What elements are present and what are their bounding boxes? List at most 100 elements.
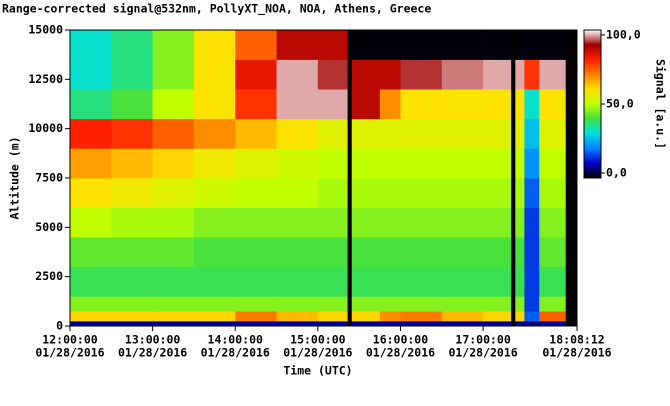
heatmap-cell (347, 148, 353, 179)
x-tick-label: 15:00:00 (290, 333, 345, 347)
x-tick-label: 14:00:00 (208, 333, 263, 347)
heatmap-cell (511, 148, 516, 179)
heatmap-cell (347, 237, 353, 268)
heatmap-cell (483, 321, 512, 327)
heatmap-cell (441, 266, 484, 297)
heatmap-cell (400, 207, 443, 238)
heatmap-cell (400, 266, 443, 297)
heatmap-cell (235, 207, 277, 238)
heatmap-cell (70, 89, 112, 120)
heatmap-cell (565, 296, 578, 312)
heatmap-cell (347, 178, 353, 208)
heatmap-cell (193, 311, 236, 322)
heatmap-cell (111, 266, 153, 297)
heatmap-cell (347, 311, 353, 322)
heatmap-cell (483, 207, 512, 238)
heatmap-cell (317, 296, 348, 312)
heatmap-cell (524, 59, 540, 90)
heatmap-cell (193, 237, 236, 268)
heatmap-cell (511, 89, 516, 120)
heatmap-cell (400, 59, 443, 90)
heatmap-cell (400, 311, 443, 322)
heatmap-cell (193, 118, 236, 149)
heatmap-cell (111, 311, 153, 322)
heatmap-cell (379, 118, 401, 149)
heatmap-cell (351, 266, 381, 297)
heatmap-cell (511, 311, 516, 322)
heatmap-cell (70, 59, 112, 90)
heatmap-cell (193, 89, 236, 120)
heatmap-cell (379, 207, 401, 238)
heatmap-cell (539, 178, 567, 208)
heatmap-cell (524, 148, 540, 179)
heatmap-cell (317, 178, 348, 208)
heatmap-cell (565, 89, 578, 120)
heatmap-cell (317, 237, 348, 268)
heatmap-cell (70, 321, 112, 327)
heatmap-cell (511, 118, 516, 149)
heatmap-cell (347, 296, 353, 312)
heatmap-cell (152, 118, 195, 149)
heatmap-cell (483, 59, 512, 90)
heatmap-cell (483, 148, 512, 179)
heatmap-cell (152, 178, 195, 208)
y-tick-label: 7500 (35, 171, 63, 185)
heatmap-cell (70, 207, 112, 238)
heatmap-cell (565, 237, 578, 268)
heatmap-cell (539, 118, 567, 149)
heatmap-cell (317, 89, 348, 120)
heatmap-cell (152, 89, 195, 120)
heatmap-cell (70, 311, 112, 322)
heatmap-cell (483, 311, 512, 322)
heatmap-cell (441, 118, 484, 149)
heatmap-cell (400, 30, 443, 60)
heatmap-cell (235, 59, 277, 90)
heatmap-cell (379, 266, 401, 297)
heatmap-cell (351, 148, 381, 179)
heatmap-cell (565, 266, 578, 297)
heatmap-cell (539, 59, 567, 90)
heatmap-cell (276, 89, 319, 120)
heatmap-cell (347, 30, 353, 60)
heatmap-cell (524, 237, 540, 268)
x-tick-date: 01/28/2016 (542, 346, 611, 360)
x-tick-date: 01/28/2016 (201, 346, 270, 360)
heatmap-cell (317, 311, 348, 322)
heatmap-cell (515, 311, 525, 322)
heatmap-cell (235, 266, 277, 297)
heatmap-cell (565, 59, 578, 90)
heatmap-cell (379, 89, 401, 120)
heatmap-cell (317, 321, 348, 327)
heatmap-cell (276, 59, 319, 90)
x-axis-label: Time (UTC) (283, 364, 352, 378)
heatmap-cell (351, 89, 381, 120)
heatmap-cell (70, 118, 112, 149)
colorbar (583, 29, 602, 179)
heatmap-cell (400, 321, 443, 327)
heatmap-cell (111, 321, 153, 327)
heatmap-cell (515, 148, 525, 179)
heatmap-cell (483, 266, 512, 297)
heatmap-cell (276, 30, 319, 60)
heatmap-cell (276, 148, 319, 179)
x-tick-date: 01/28/2016 (118, 346, 187, 360)
heatmap-cell (70, 148, 112, 179)
chart-title: Range-corrected signal@532nm, PollyXT_NO… (2, 2, 431, 17)
heatmap-cell (193, 207, 236, 238)
heatmap-cell (111, 178, 153, 208)
heatmap-cell (152, 296, 195, 312)
heatmap-cell (235, 118, 277, 149)
heatmap-cell (511, 207, 516, 238)
x-tick-date: 01/28/2016 (448, 346, 517, 360)
heatmap-cell (193, 178, 236, 208)
heatmap-cell (515, 237, 525, 268)
heatmap-cell (565, 30, 578, 60)
y-axis-label: Altitude (m) (8, 136, 22, 219)
heatmap-cell (524, 296, 540, 312)
heatmap-cell (400, 296, 443, 312)
heatmap-cell (276, 118, 319, 149)
heatmap-cell (511, 30, 516, 60)
x-tick-date: 01/28/2016 (35, 346, 104, 360)
heatmap-cell (511, 59, 516, 90)
heatmap-cell (351, 321, 381, 327)
